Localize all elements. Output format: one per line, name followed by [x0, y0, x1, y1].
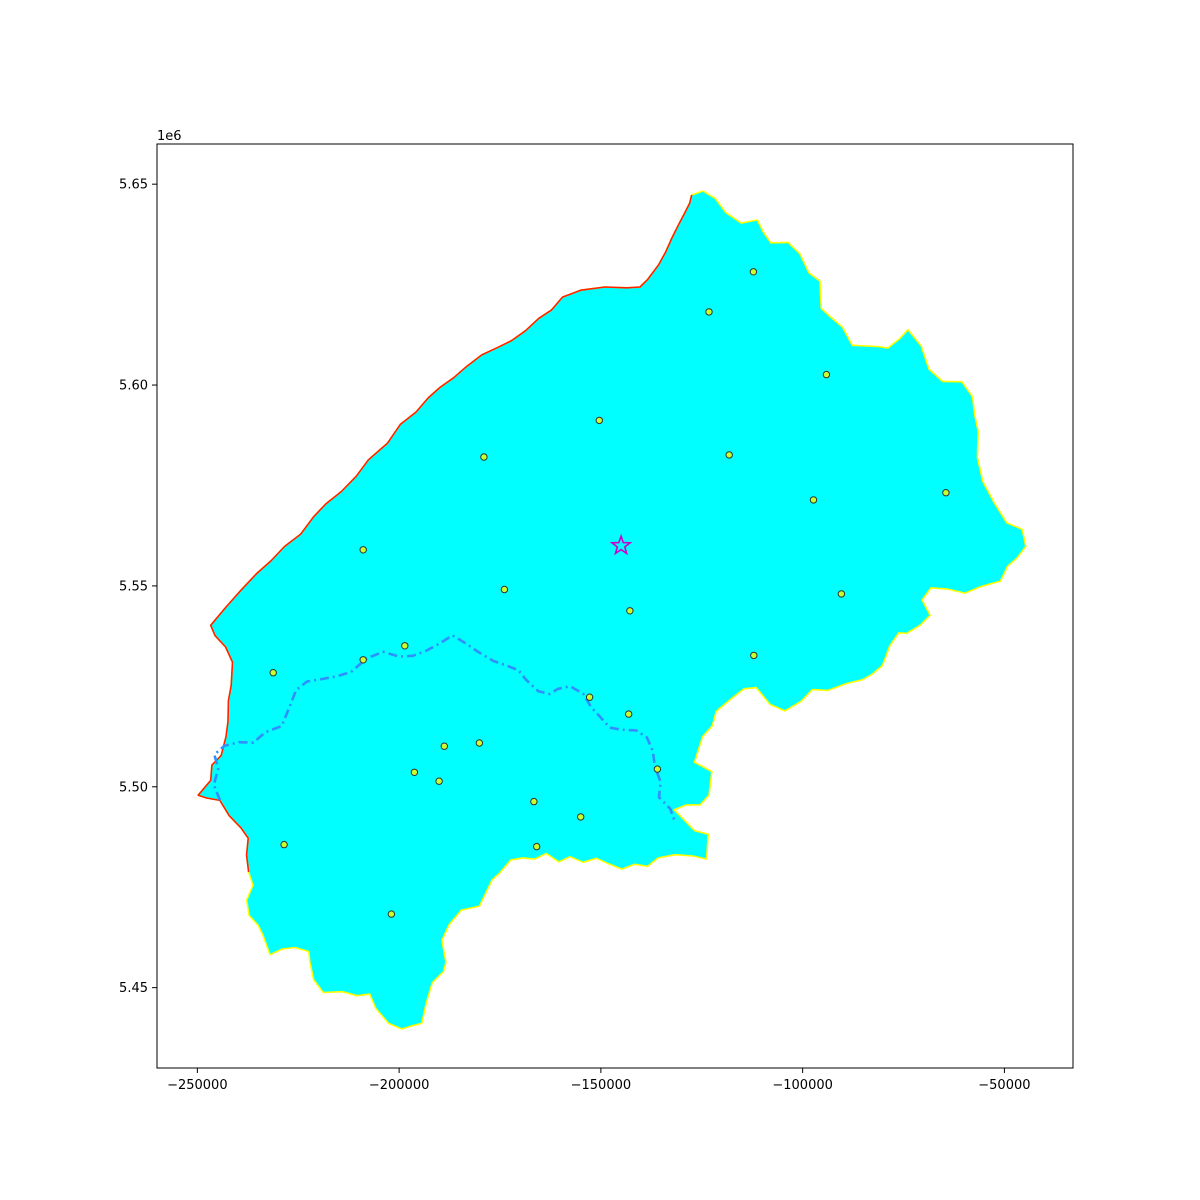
- y-tick-label: 5.45: [119, 981, 148, 996]
- x-axis: −250000 −200000 −150000 −100000 −50000: [167, 1068, 1031, 1093]
- y-axis: 5.45 5.50 5.55 5.60 5.65: [119, 178, 157, 996]
- point-marker-3: [822, 370, 831, 379]
- point-marker-7: [809, 496, 818, 504]
- point-marker-26: [280, 840, 288, 849]
- point-marker-25: [577, 813, 585, 821]
- point-marker-9: [359, 546, 367, 554]
- y-tick-label: 5.50: [119, 780, 148, 795]
- y-tick-label: 5.60: [119, 379, 148, 394]
- point-marker-15: [750, 651, 758, 660]
- point-marker-4: [595, 416, 603, 425]
- x-tick-label: −250000: [167, 1078, 228, 1093]
- point-marker-11: [837, 590, 846, 598]
- y-tick-label: 5.55: [119, 579, 148, 594]
- point-marker-19: [475, 739, 484, 747]
- point-marker-28: [387, 910, 396, 918]
- point-marker-5: [480, 453, 488, 461]
- point-marker-16: [269, 669, 277, 677]
- point-marker-27: [533, 842, 541, 851]
- point-marker-8: [942, 489, 950, 497]
- point-marker-24: [530, 797, 538, 806]
- plot-area: [197, 190, 1027, 1030]
- point-marker-22: [410, 768, 419, 776]
- y-axis-offset-label: 1e6: [157, 129, 182, 144]
- region-boundary-highlight: [197, 194, 693, 873]
- river-line: [212, 634, 676, 821]
- x-tick-label: −150000: [571, 1078, 632, 1093]
- point-marker-21: [653, 765, 662, 773]
- x-tick-label: −50000: [978, 1078, 1030, 1093]
- y-tick-label: 5.65: [119, 178, 148, 193]
- point-marker-17: [585, 693, 594, 701]
- point-marker-20: [440, 742, 448, 750]
- point-marker-12: [626, 607, 634, 615]
- point-marker-13: [401, 642, 409, 650]
- point-marker-10: [500, 585, 509, 594]
- point-marker-23: [435, 777, 443, 785]
- point-marker-1: [749, 268, 758, 276]
- x-tick-label: −200000: [369, 1078, 430, 1093]
- axes-frame: [156, 143, 1074, 1069]
- point-marker-2: [705, 308, 713, 316]
- point-marker-18: [625, 710, 633, 718]
- x-tick-label: −100000: [772, 1078, 833, 1093]
- point-marker-6: [725, 451, 733, 459]
- center-star-marker: [609, 533, 633, 556]
- point-marker-14: [359, 656, 367, 664]
